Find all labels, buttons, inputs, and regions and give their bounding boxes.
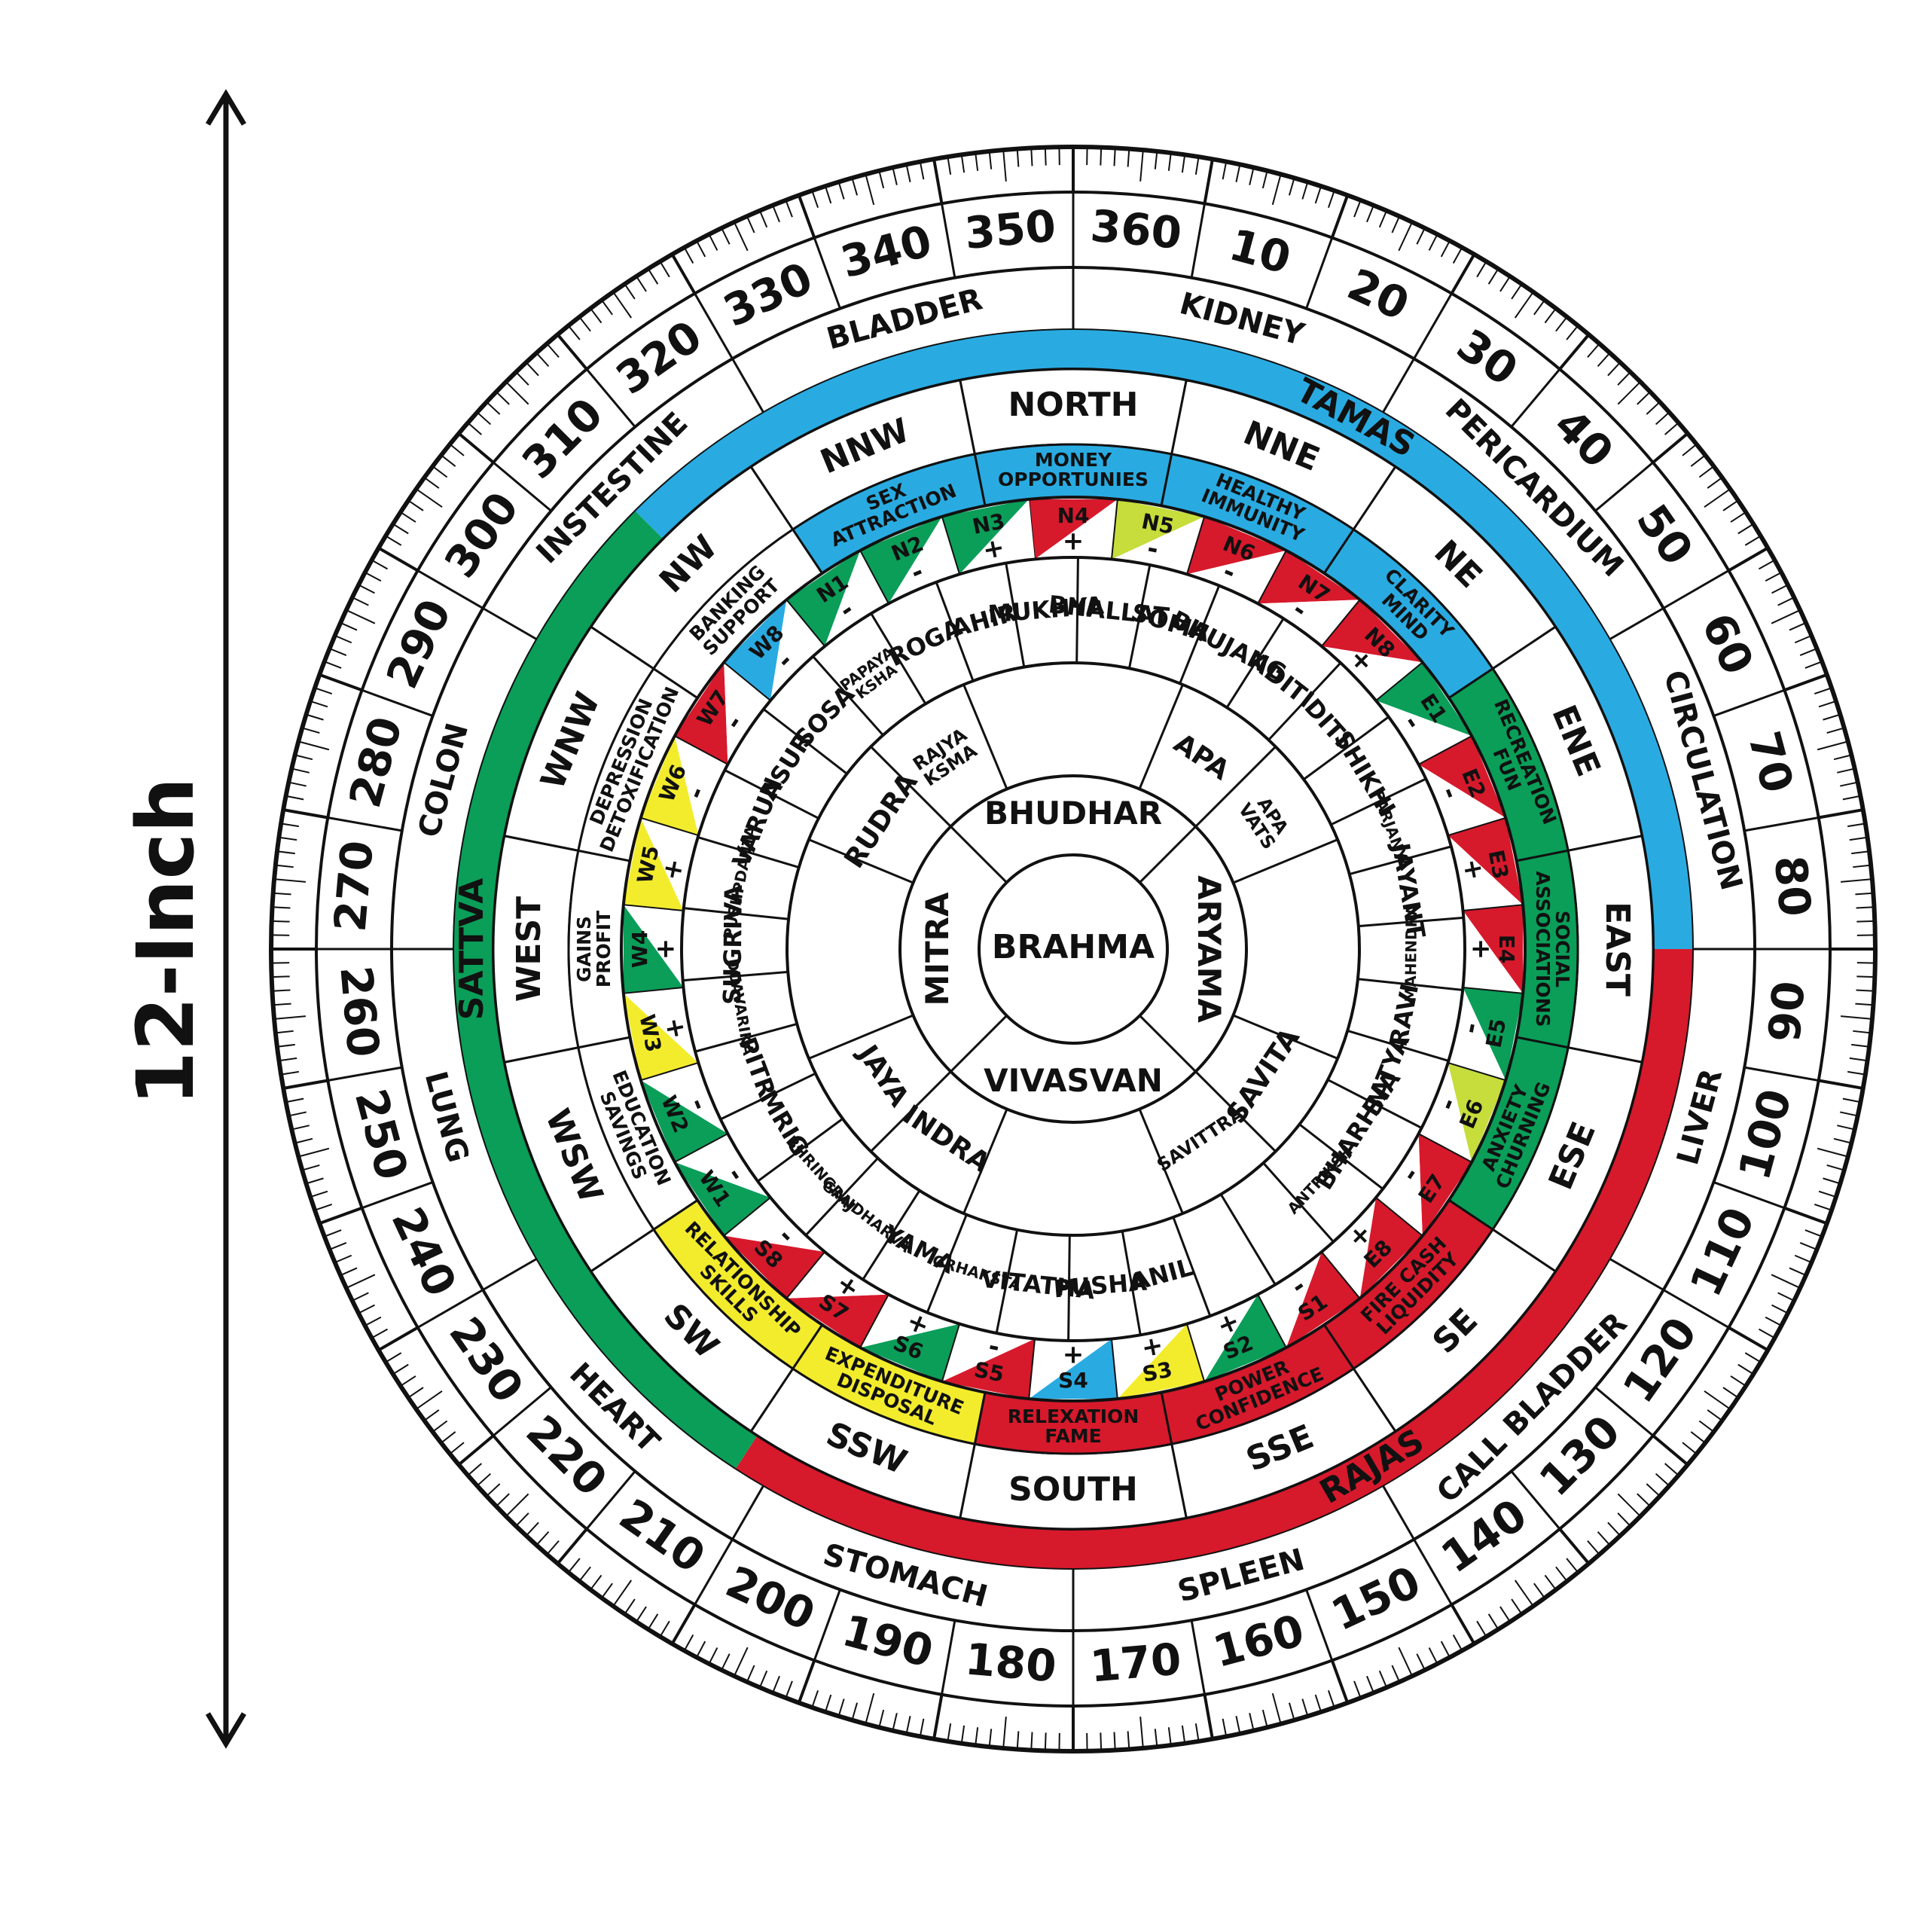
direction-label: EAST	[1598, 902, 1637, 997]
pada-code: E4	[1494, 935, 1519, 964]
degree-label: 360	[1088, 200, 1184, 259]
pada-sign-group: +	[1063, 1340, 1084, 1370]
degree-label: 80	[1765, 853, 1821, 918]
pada-sign: +	[1063, 1340, 1084, 1370]
degree-label-group: 360	[1088, 200, 1184, 259]
inner-devta-label: BHUDHAR	[984, 795, 1162, 832]
pada-sign: +	[651, 939, 681, 960]
degree-label-group: 270	[325, 838, 383, 934]
direction-label: WEST	[510, 896, 548, 1002]
degree-tick	[1031, 148, 1032, 166]
inner-devta-label: MITRA	[919, 892, 956, 1006]
inner-devta-label-group: VIVASVAN	[984, 1062, 1163, 1099]
inner-devta-label-group: ARYAMA	[1191, 875, 1228, 1023]
pada-sign: +	[1466, 939, 1496, 960]
degree-tick	[1114, 1732, 1115, 1750]
direction-label: NORTH	[1008, 386, 1139, 424]
pada-code-group: E4	[1494, 935, 1519, 964]
degree-tick	[1856, 921, 1875, 922]
size-dimension-label: 12-Inch	[128, 753, 203, 1130]
zone-theme-label: PROFIT	[593, 911, 615, 987]
degree-label: 270	[325, 838, 383, 934]
pada-code-group: N4	[1057, 503, 1090, 528]
pada-code-group: S4	[1058, 1368, 1088, 1393]
zone-theme-label: FAME	[1045, 1425, 1102, 1447]
degree-label-group: 180	[963, 1633, 1059, 1692]
pada-sign-group: +	[651, 939, 681, 960]
degree-label: 90	[1759, 979, 1815, 1044]
degree-label: 260	[330, 964, 389, 1060]
degree-tick	[1856, 976, 1875, 977]
direction-label-group: SOUTH	[1008, 1470, 1138, 1509]
degree-tick	[272, 921, 290, 922]
degree-tick	[1031, 1732, 1032, 1750]
degree-tick	[1114, 148, 1115, 166]
zone-theme-label: OPPORTUNIES	[998, 469, 1149, 490]
inner-devta-label-group: MITRA	[919, 892, 956, 1006]
degree-tick	[1856, 907, 1875, 908]
pada-code: S4	[1058, 1368, 1088, 1393]
zone-theme-label: ASSOCIATIONS	[1532, 871, 1554, 1027]
degree-label-group: 90	[1759, 979, 1815, 1044]
degree-tick	[1045, 148, 1046, 166]
zone-theme-label: MONEY	[1035, 449, 1112, 471]
degree-label-group: 260	[330, 964, 389, 1060]
degree-label-group: 80	[1765, 853, 1821, 918]
direction-label-group: EAST	[1598, 902, 1637, 997]
degree-tick	[1100, 1732, 1101, 1750]
direction-label: SOUTH	[1008, 1470, 1138, 1509]
zone-theme-label: GAINS	[573, 916, 595, 982]
zone-theme-label: SOCIAL	[1551, 911, 1573, 987]
direction-label-group: WEST	[510, 896, 548, 1002]
guna-sattva-label: SATTVA	[453, 878, 491, 1020]
degree-label: 170	[1088, 1633, 1184, 1692]
inner-devta-label-group: BHUDHAR	[984, 795, 1162, 832]
size-label-text: 12-Inch	[120, 777, 212, 1106]
degree-tick	[1045, 1732, 1046, 1750]
pada-sign-group: +	[1466, 939, 1496, 960]
direction-label-group: NORTH	[1008, 386, 1139, 424]
inner-devta-label: VIVASVAN	[984, 1062, 1163, 1099]
pada-code: W4	[627, 930, 652, 968]
degree-tick	[272, 976, 290, 977]
pada-code-group: W4	[627, 930, 652, 968]
degree-label-group: 350	[962, 200, 1058, 259]
degree-label: 350	[962, 200, 1058, 259]
brahma-label: BRAHMA	[992, 928, 1155, 966]
pada-sign-group: +	[1063, 526, 1084, 557]
degree-label: 180	[963, 1633, 1059, 1692]
pada-sign: +	[1063, 526, 1084, 557]
degree-tick	[1100, 148, 1101, 166]
zone-theme-label: RELEXATION	[1008, 1406, 1139, 1427]
pada-code: N4	[1057, 503, 1090, 528]
inner-devta-label: ARYAMA	[1191, 875, 1228, 1023]
degree-tick	[272, 907, 290, 908]
degree-label-group: 170	[1088, 1633, 1184, 1692]
guna-sattva-label-group: SATTVA	[453, 878, 491, 1020]
